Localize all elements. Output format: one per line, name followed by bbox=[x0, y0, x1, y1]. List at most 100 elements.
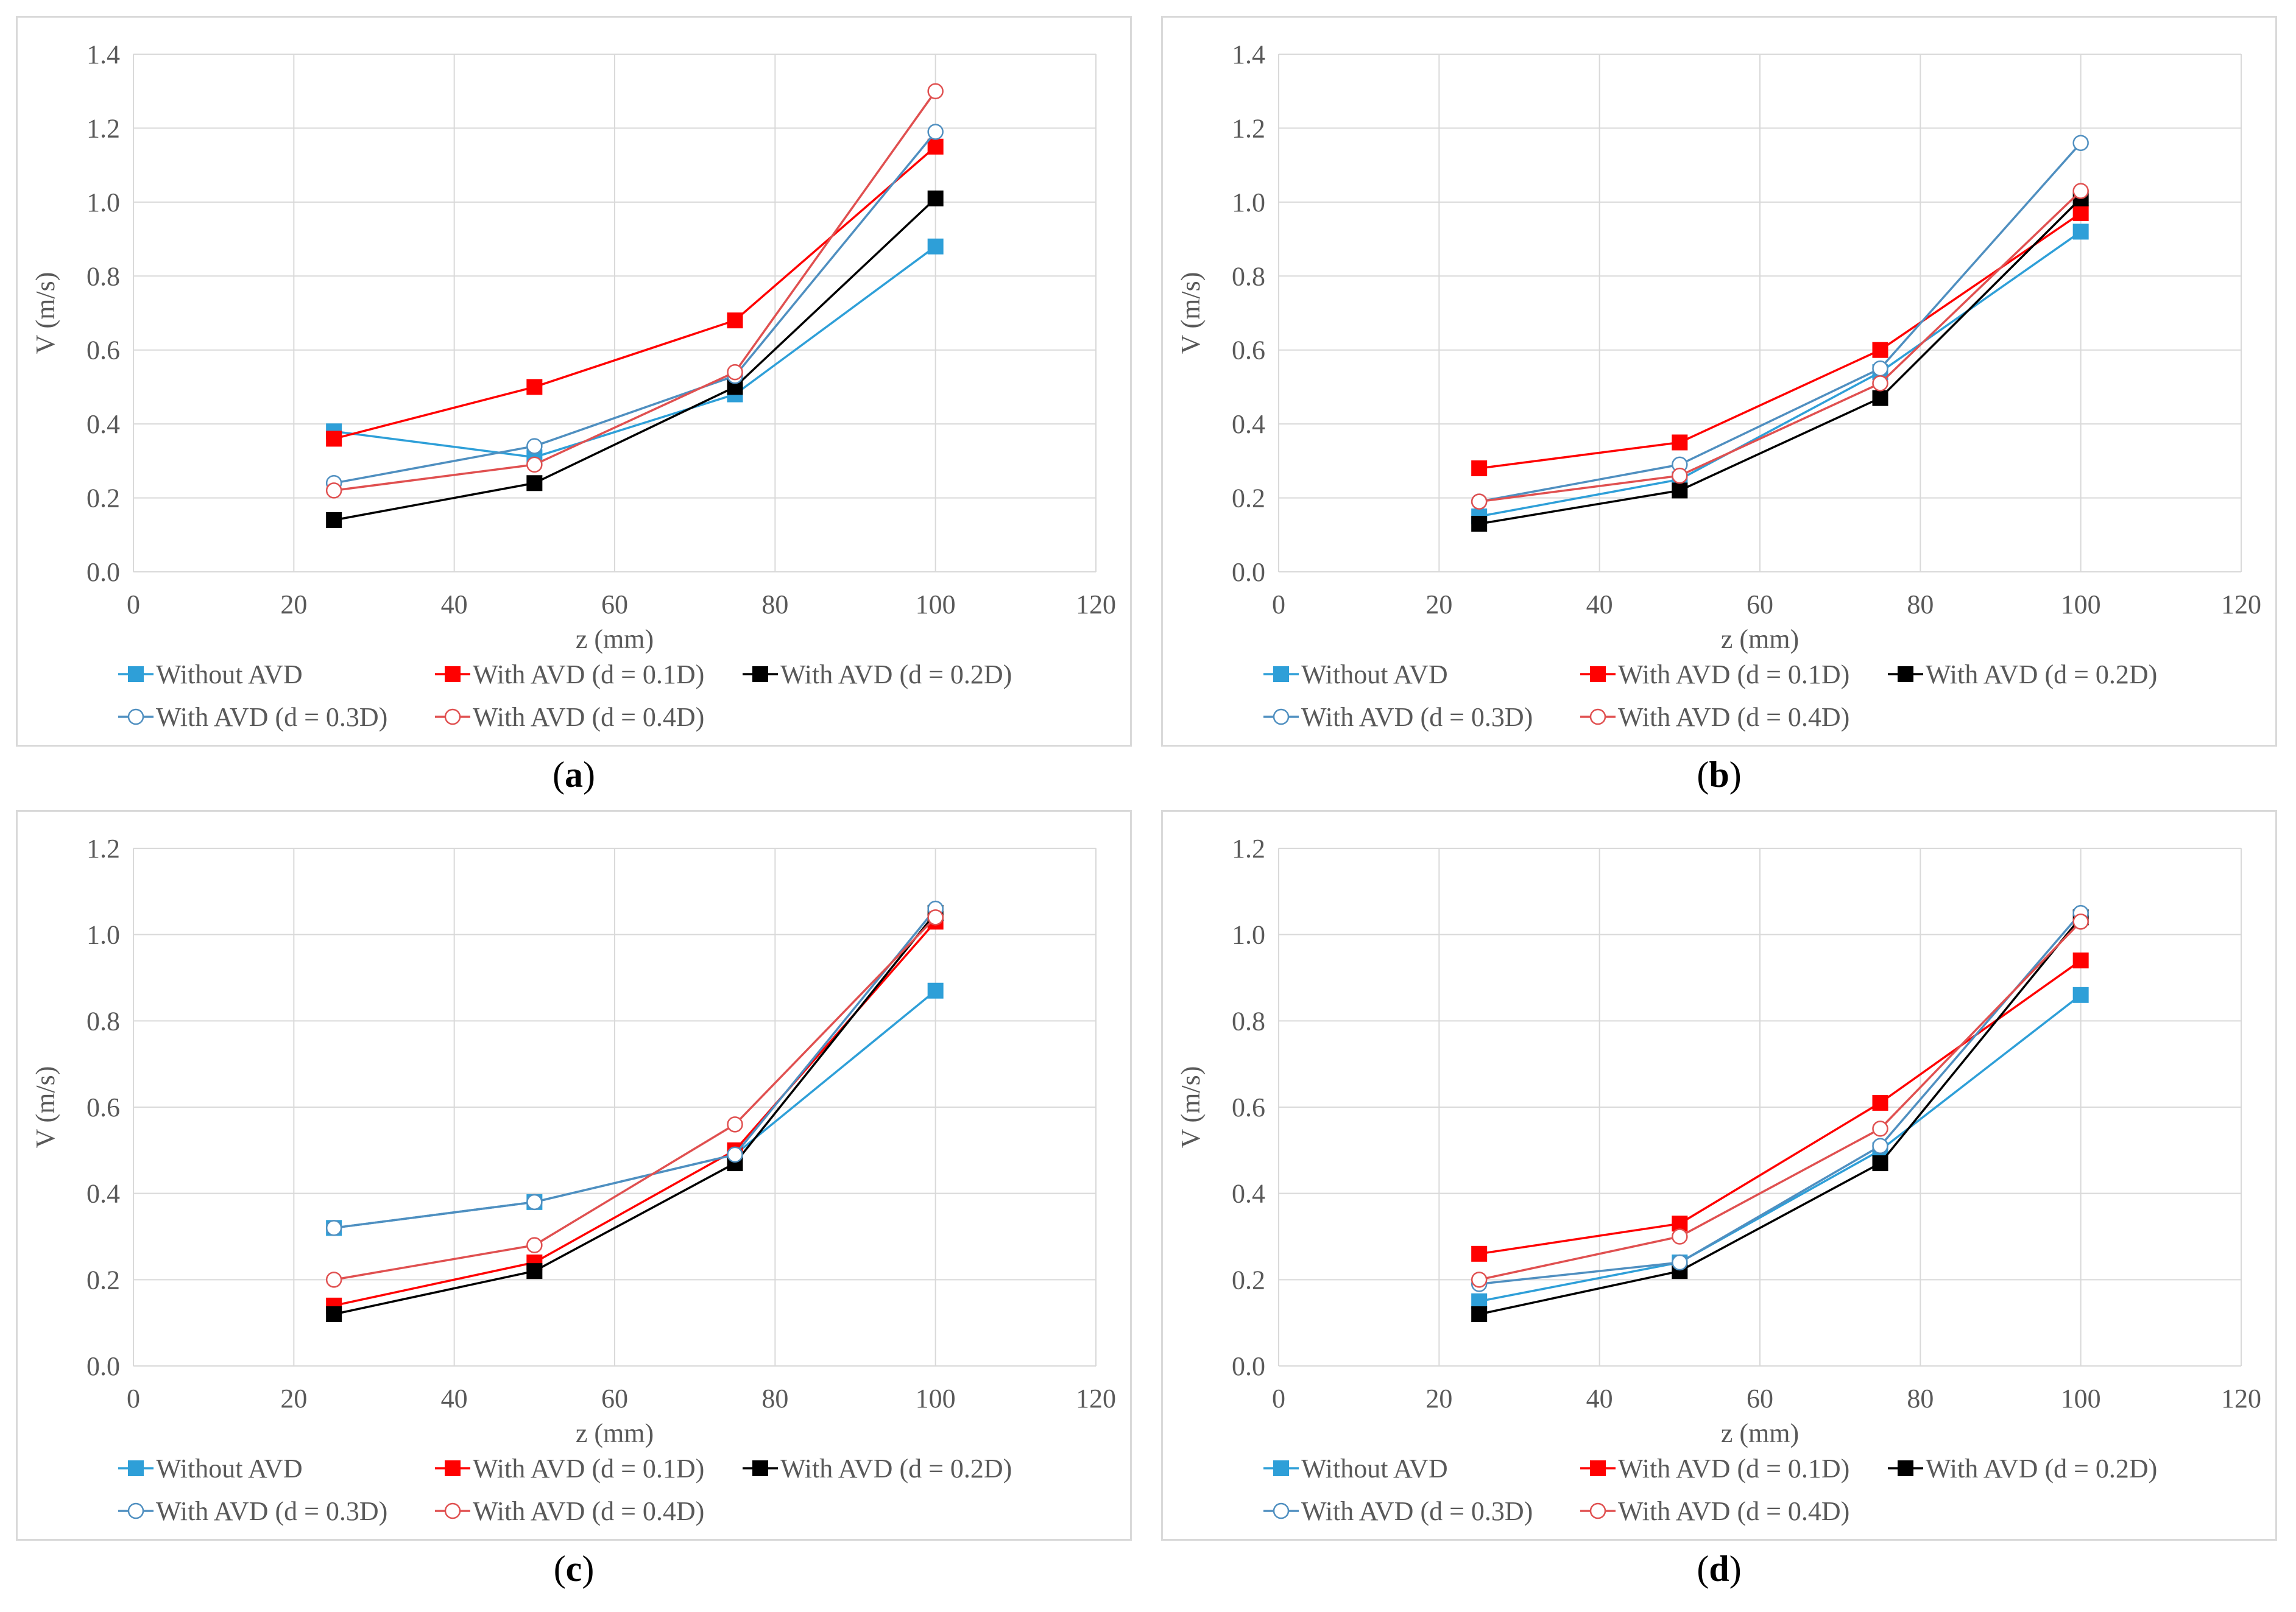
x-tick-label-c-6: 120 bbox=[1076, 1384, 1116, 1413]
data-point-c-3-0 bbox=[325, 1220, 342, 1236]
legend-item-b-0: Without AVD bbox=[1263, 660, 1448, 689]
legend-label-d-0: Without AVD bbox=[1301, 1454, 1448, 1484]
data-point-a-4-1 bbox=[526, 456, 543, 473]
series-line-d-3 bbox=[1479, 912, 2082, 1286]
legend-item-c-4: With AVD (d = 0.4D) bbox=[435, 1496, 704, 1526]
data-point-b-4-0 bbox=[1471, 493, 1488, 510]
legend-label-c-0: Without AVD bbox=[156, 1454, 303, 1484]
series-line-a-3 bbox=[333, 131, 937, 485]
x-tick-label-a-1: 20 bbox=[280, 590, 307, 619]
data-point-b-1-2 bbox=[1872, 342, 1888, 358]
y-tick-label-b-1: 0.2 bbox=[1232, 484, 1265, 513]
data-point-b-1-1 bbox=[1672, 434, 1688, 451]
legend-label-b-2: With AVD (d = 0.2D) bbox=[1926, 660, 2157, 689]
x-tick-label-c-4: 80 bbox=[761, 1384, 788, 1413]
x-tick-label-d-3: 60 bbox=[1747, 1384, 1773, 1413]
x-tick-label-d-2: 40 bbox=[1586, 1384, 1613, 1413]
series-d-3 bbox=[1471, 905, 2089, 1292]
y-tick-label-a-0: 0.0 bbox=[87, 557, 120, 587]
data-point-d-2-0 bbox=[1471, 1306, 1488, 1322]
chart-panel-a: 0.0 0.2 0.4 0.6 0.8 1.0 1.2 1.4 0 20 40 60 80 100 120 z… bbox=[16, 16, 1132, 747]
y-tick-label-c-0: 0.0 bbox=[87, 1351, 120, 1381]
legend-marker-d-3 bbox=[1273, 1502, 1290, 1519]
y-tick-label-c-3: 0.6 bbox=[87, 1093, 120, 1122]
x-tick-label-b-2: 40 bbox=[1586, 590, 1613, 619]
data-point-d-4-3 bbox=[2072, 913, 2089, 930]
x-axis-title-a: z (mm) bbox=[576, 624, 654, 654]
x-axis-title-d: z (mm) bbox=[1721, 1418, 1799, 1448]
panel-label-d: (d) bbox=[1697, 1549, 1742, 1589]
data-point-a-0-3 bbox=[927, 238, 944, 255]
series-d-1 bbox=[1471, 952, 2089, 1262]
data-point-a-2-3 bbox=[927, 190, 944, 206]
y-tick-label-b-6: 1.2 bbox=[1232, 113, 1265, 143]
data-point-a-1-2 bbox=[727, 312, 743, 329]
series-line-a-1 bbox=[333, 146, 936, 440]
x-tick-label-b-5: 100 bbox=[2061, 590, 2101, 619]
series-d-4 bbox=[1471, 913, 2089, 1288]
y-axis-title-c: V (m/s) bbox=[30, 1066, 60, 1149]
series-b-0 bbox=[1471, 223, 2089, 524]
chart-svg-c: 0.0 0.2 0.4 0.6 0.8 1.0 1.2 0 20 40 60 80 100 120 z (m… bbox=[30, 834, 1116, 1526]
data-point-d-2-2 bbox=[1872, 1155, 1888, 1172]
data-point-b-2-0 bbox=[1471, 516, 1488, 532]
data-point-d-4-0 bbox=[1471, 1272, 1488, 1288]
x-tick-label-b-1: 20 bbox=[1425, 590, 1452, 619]
series-line-b-0 bbox=[1478, 230, 2082, 518]
x-tick-label-d-1: 20 bbox=[1425, 1384, 1452, 1413]
x-tick-label-b-6: 120 bbox=[2221, 590, 2261, 619]
data-point-a-2-0 bbox=[326, 512, 342, 528]
legend-marker-d-0 bbox=[1273, 1460, 1289, 1476]
legend-b: Without AVD With AVD (d = 0.1D) With AVD (… bbox=[1263, 660, 2157, 732]
x-tick-label-a-0: 0 bbox=[127, 590, 140, 619]
legend-marker-c-0 bbox=[128, 1460, 144, 1476]
series-line-b-4 bbox=[1478, 190, 2082, 503]
data-point-a-4-3 bbox=[927, 83, 944, 99]
legend-marker-c-1 bbox=[445, 1460, 461, 1476]
series-line-b-2 bbox=[1478, 197, 2082, 525]
data-point-b-4-1 bbox=[1672, 467, 1688, 484]
x-tick-label-a-3: 60 bbox=[601, 590, 628, 619]
y-tick-label-b-0: 0.0 bbox=[1232, 557, 1265, 587]
y-tick-label-b-7: 1.4 bbox=[1232, 40, 1265, 69]
y-tick-label-b-5: 1.0 bbox=[1232, 188, 1265, 217]
legend-item-a-1: With AVD (d = 0.1D) bbox=[435, 660, 704, 689]
legend-label-c-3: With AVD (d = 0.3D) bbox=[156, 1496, 387, 1526]
data-point-d-1-3 bbox=[2072, 952, 2089, 969]
legend-item-c-1: With AVD (d = 0.1D) bbox=[435, 1454, 704, 1484]
series-a-0 bbox=[326, 238, 944, 465]
legend-label-a-2: With AVD (d = 0.2D) bbox=[780, 660, 1012, 689]
chart-svg-a: 0.0 0.2 0.4 0.6 0.8 1.0 1.2 1.4 0 20 40 60 80 100 120 z… bbox=[30, 40, 1116, 732]
data-point-c-0-3 bbox=[927, 982, 944, 999]
data-point-d-1-0 bbox=[1471, 1245, 1488, 1262]
series-b-2 bbox=[1471, 190, 2089, 532]
x-tick-label-b-3: 60 bbox=[1747, 590, 1773, 619]
x-tick-label-c-2: 40 bbox=[441, 1384, 468, 1413]
legend-marker-a-1 bbox=[445, 666, 461, 682]
legend-item-a-2: With AVD (d = 0.2D) bbox=[743, 660, 1012, 689]
series-line-c-1 bbox=[333, 921, 937, 1307]
y-tick-label-b-4: 0.8 bbox=[1232, 261, 1265, 291]
panel-label-a: (a) bbox=[553, 755, 595, 795]
legend-marker-c-2 bbox=[752, 1460, 768, 1476]
data-point-a-1-3 bbox=[927, 138, 944, 155]
legend-marker-b-0 bbox=[1273, 666, 1289, 682]
series-d-2 bbox=[1471, 909, 2089, 1322]
legend-label-b-3: With AVD (d = 0.3D) bbox=[1301, 702, 1533, 732]
data-point-b-1-0 bbox=[1471, 460, 1488, 476]
legend-marker-c-3 bbox=[127, 1502, 144, 1519]
data-point-b-2-2 bbox=[1872, 390, 1888, 406]
gridlines-d bbox=[1278, 848, 2242, 1367]
series-a-4 bbox=[325, 83, 944, 499]
legend-item-a-3: With AVD (d = 0.3D) bbox=[118, 702, 387, 732]
x-tick-label-c-1: 20 bbox=[280, 1384, 307, 1413]
legend-marker-d-4 bbox=[1589, 1502, 1606, 1519]
legend-item-d-3: With AVD (d = 0.3D) bbox=[1263, 1496, 1533, 1526]
series-line-c-3 bbox=[333, 908, 937, 1230]
panel-label-b: (b) bbox=[1697, 755, 1742, 795]
legend-marker-c-4 bbox=[444, 1502, 461, 1519]
legend-marker-b-1 bbox=[1590, 666, 1606, 682]
legend-item-d-2: With AVD (d = 0.2D) bbox=[1888, 1454, 2157, 1484]
data-point-c-3-2 bbox=[727, 1146, 743, 1163]
legend-marker-a-4 bbox=[444, 708, 461, 725]
